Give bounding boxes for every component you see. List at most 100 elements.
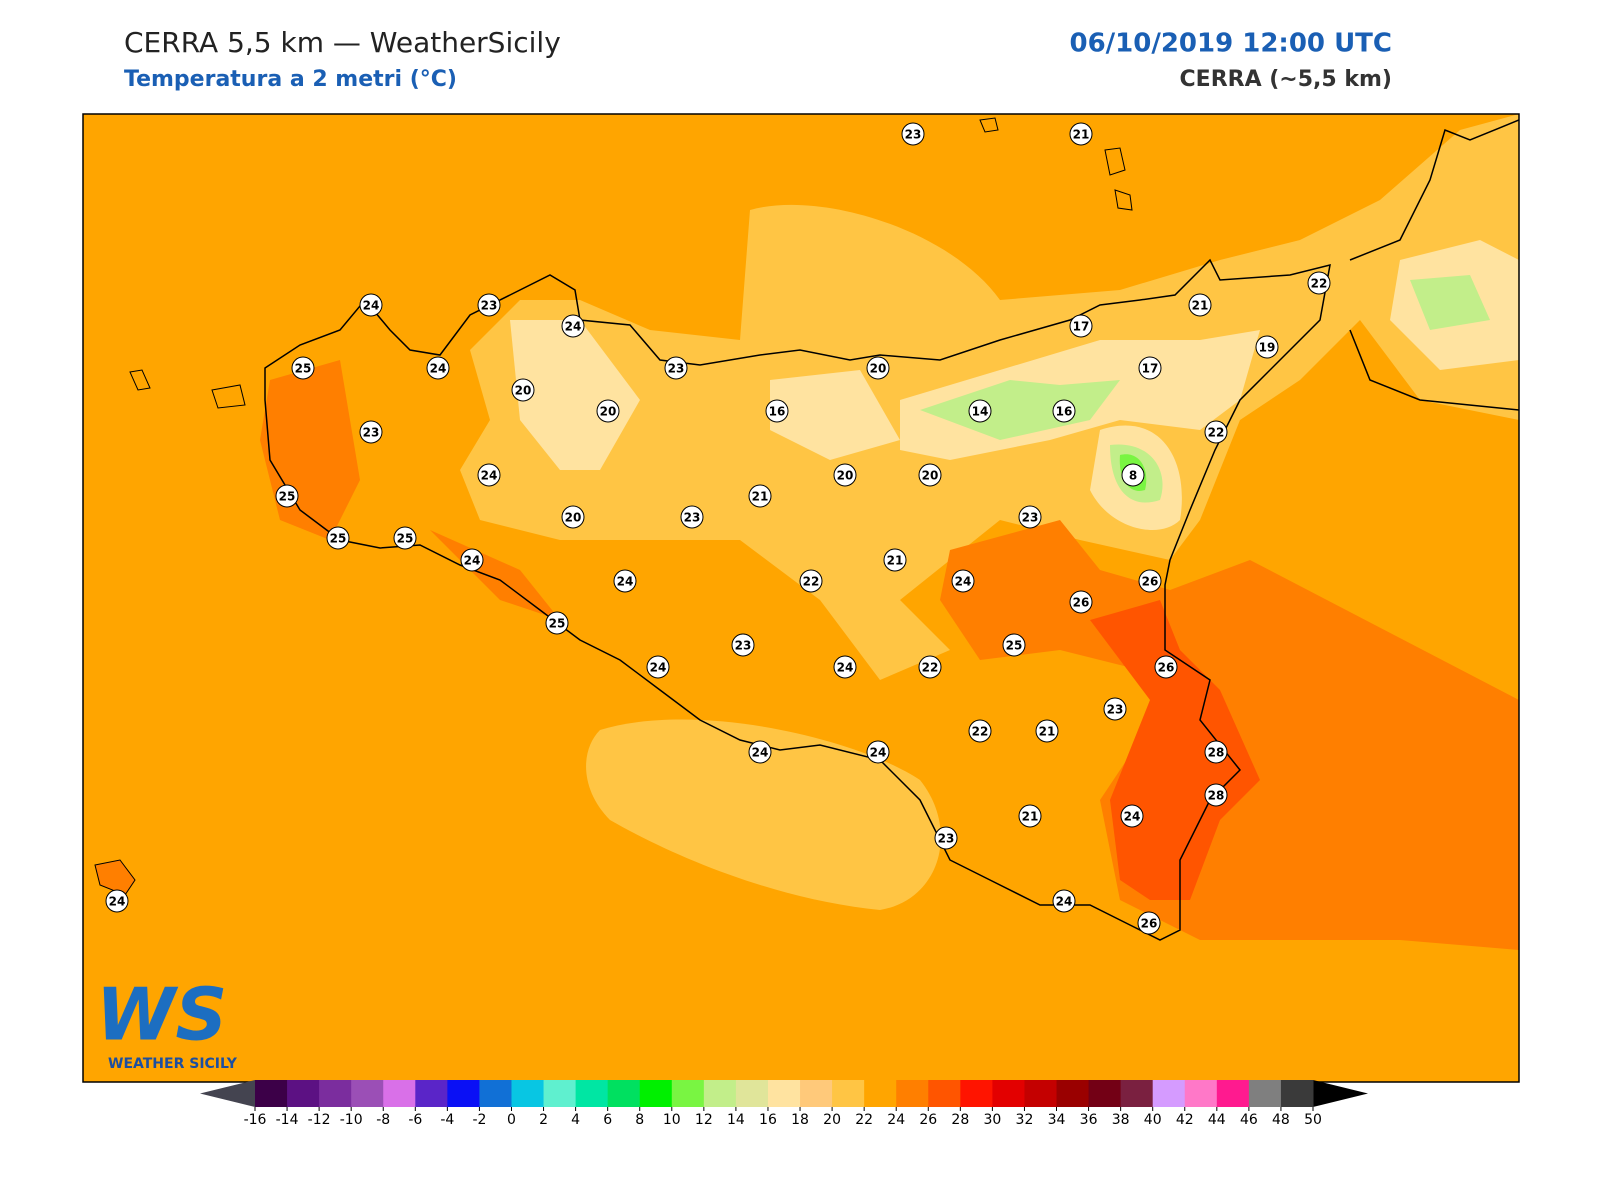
station-marker [1138,569,1162,593]
station-value: 20 [870,362,887,376]
colorbar-bin [383,1080,416,1107]
colorbar-tick-label: -10 [340,1112,363,1128]
station-marker [646,655,670,679]
subtitle: Temperatura a 2 metri (°C) [124,67,457,92]
coastline [1349,119,1519,411]
colorbar-tick-label: 46 [1240,1112,1258,1128]
station-marker [393,526,417,550]
colorbar-bin [735,1080,769,1107]
station-marker [883,548,907,572]
colorbar-bin [287,1080,320,1107]
colorbar-bin [1056,1080,1090,1107]
colorbar-bin [351,1080,384,1107]
station-marker [1138,356,1162,380]
station-marker [105,889,129,913]
station-value: 23 [668,362,685,376]
colorbar-tick-label: 14 [727,1112,745,1128]
colorbar-bin [1088,1080,1122,1107]
station-marker [748,484,772,508]
station-marker [1018,804,1042,828]
station-value: 24 [1124,810,1141,824]
colorbar-tick-label: 30 [983,1112,1001,1128]
colorbar-bin [543,1080,577,1107]
station-value: 24 [1056,895,1073,909]
station-value: 14 [972,405,989,419]
colorbar-bin [479,1080,512,1107]
warm-zone [586,719,941,910]
station-value: 24 [870,746,887,760]
colorbar-tick-label: 34 [1048,1112,1066,1128]
colorbar-tick-label: -16 [244,1112,267,1128]
station-value: 21 [1073,128,1090,142]
colorbar-tick-label: -4 [440,1112,454,1128]
station-value: 24 [837,661,854,675]
colorbar-tick-label: 44 [1208,1112,1226,1128]
colorbar-bin [671,1080,705,1107]
station-value: 25 [1006,639,1023,653]
colorbar-bin [1216,1080,1250,1107]
station-marker [291,356,315,380]
station-marker [460,548,484,572]
model: CERRA (~5,5 km) [1180,67,1392,92]
station-marker [866,356,890,380]
colorbar-tick-label: 50 [1304,1112,1322,1128]
coastline [264,258,1331,941]
station-value: 22 [972,725,989,739]
station-marker [1052,399,1076,423]
colorbar-bin [511,1080,545,1107]
colorbar-tick-label: 42 [1176,1112,1194,1128]
station-marker [1307,271,1331,295]
station-value: 21 [1039,725,1056,739]
station-value: 16 [1056,405,1073,419]
station-value: 23 [363,426,380,440]
colorbar-bin [703,1080,737,1107]
station-value: 23 [1022,511,1039,525]
colorbar-bin [575,1080,609,1107]
station-marker [359,293,383,317]
colorbar-bin [928,1080,961,1107]
island [129,117,1133,409]
station-value: 28 [1208,789,1225,803]
station-marker [934,826,958,850]
station-value: 22 [922,661,939,675]
station-marker [968,719,992,743]
station-value: 17 [1142,362,1159,376]
station-value: 23 [1107,703,1124,717]
island [94,859,136,896]
colorbar-bin [1184,1080,1218,1107]
colorbar-bin [832,1080,865,1107]
logo-text: WEATHER SICILY [108,1056,238,1072]
colorbar-bin [1152,1080,1186,1107]
station-value: 23 [905,128,922,142]
station-value: 24 [464,554,481,568]
station-value: 26 [1073,596,1090,610]
station-value: 20 [565,511,582,525]
station-value: 21 [1192,299,1209,313]
station-value: 24 [565,320,582,334]
station-marker [359,420,383,444]
station-value: 24 [955,575,972,589]
colorbar-tick-label: -6 [408,1112,422,1128]
station-value: 22 [803,575,820,589]
colorbar-tick-label: 22 [855,1112,873,1128]
colorbar-tick-label: -14 [276,1112,299,1128]
station-value: 25 [279,490,296,504]
map: 23 21 24 23 24 25 24 23 20 17 21 22 19 17 20 20 16 14 16 22… [83,114,1519,1082]
station-marker [1137,911,1161,935]
colorbar-bin [896,1080,929,1107]
station-marker [1018,505,1042,529]
station-value: 26 [1142,575,1159,589]
station-marker [1204,783,1228,807]
colorbar-tick-label: -12 [308,1112,331,1128]
colorbar-tick-label: 0 [507,1112,516,1128]
station-marker [918,655,942,679]
station-value: 20 [600,405,617,419]
colorbar-tick-label: 16 [759,1112,777,1128]
station-marker [596,399,620,423]
colorbar-tick-label: -8 [376,1112,390,1128]
colorbar-bin [800,1080,833,1107]
station-marker [1154,655,1178,679]
colorbar-tick-label: 8 [635,1112,644,1128]
station-value: 24 [752,746,769,760]
